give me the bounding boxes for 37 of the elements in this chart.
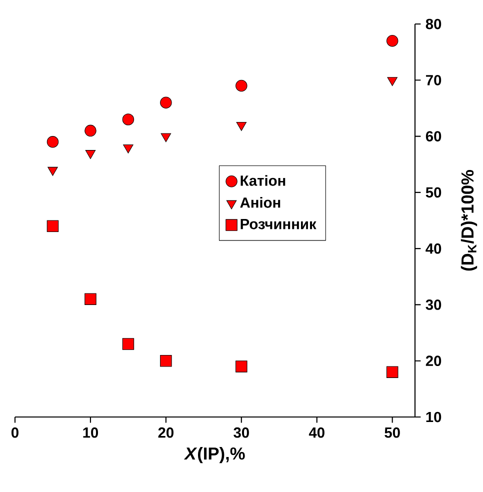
y-tick-label: 70 [426,74,442,86]
point [84,124,96,137]
y-axis-title: (D$_{K}$/D)*100% [460,170,478,271]
y-tick-label: 10 [426,412,442,422]
point [160,96,172,108]
point [46,136,59,148]
point [123,144,134,154]
y-tick-label: 50 [426,187,442,198]
y-tick-label: 80 [426,18,442,30]
point [386,34,398,47]
point [236,80,248,92]
point [387,77,398,86]
y-tick-label: 30 [426,300,442,310]
y-tick-label: 20 [426,356,442,366]
point [236,360,248,372]
point [46,220,59,232]
x-tick-label: 50 [384,427,400,438]
x-tick-label: 10 [83,427,98,438]
x-tick-label: 40 [308,427,324,438]
x-tick-label: 0 [12,427,18,438]
x-axis-title: X(IP),% [184,446,245,464]
point [122,114,134,126]
point [84,293,96,305]
point [160,133,172,142]
point [236,122,247,131]
point [160,354,172,367]
y-tick-label: 40 [426,243,442,254]
x-tick-label: 20 [158,427,174,438]
legend-label: Катіон [240,175,286,186]
y-tick-label: 60 [426,131,442,142]
point [85,150,96,159]
x-tick-label: 30 [234,427,249,438]
legend-label: Розчинник [240,219,316,230]
point [122,338,134,350]
legend-label: Аніон [240,197,280,208]
point [386,366,398,378]
point [48,166,58,176]
